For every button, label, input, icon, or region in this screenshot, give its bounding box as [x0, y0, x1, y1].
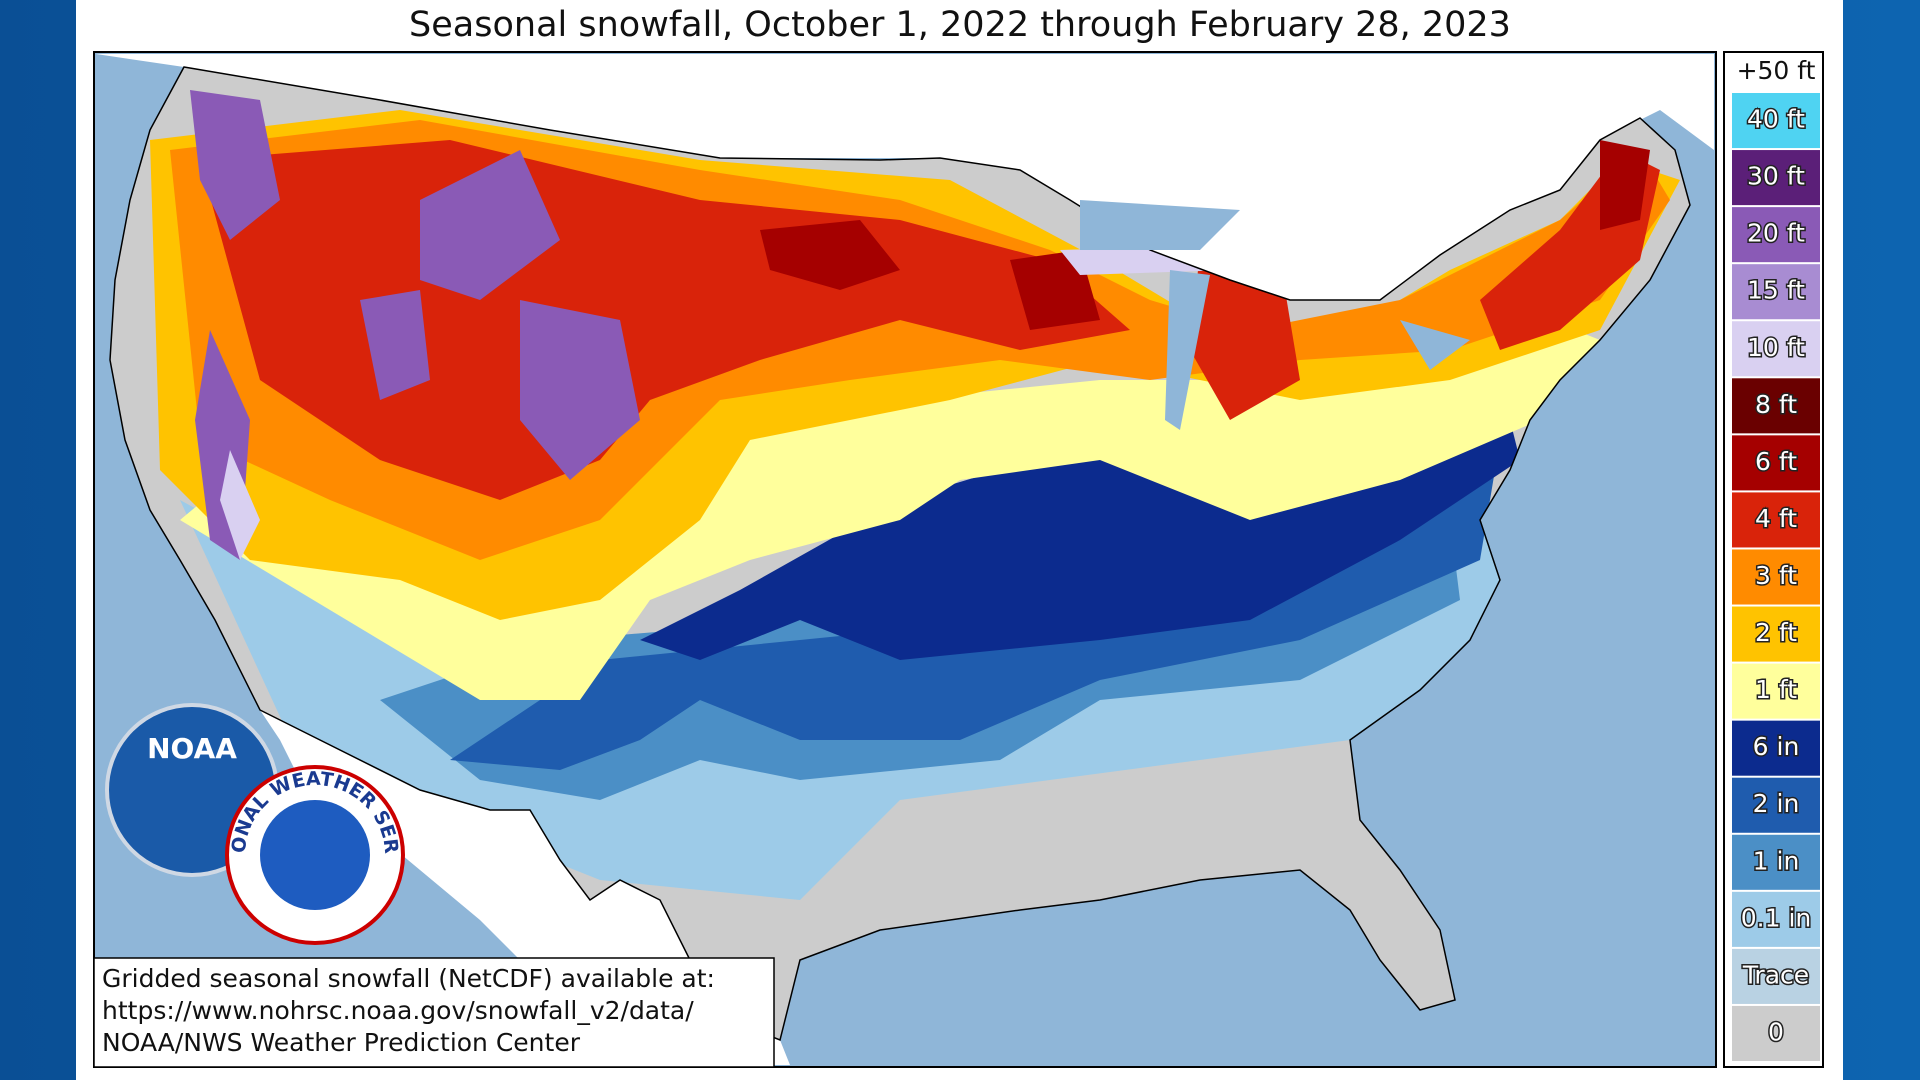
footnote-line: https://www.nohrsc.noaa.gov/snowfall_v2/…	[102, 996, 694, 1025]
legend-swatch	[1732, 777, 1820, 833]
legend-swatch	[1732, 378, 1820, 434]
legend-label: 0.1 in	[1741, 903, 1812, 932]
legend-label: 15 ft	[1747, 276, 1805, 305]
canada	[96, 54, 1714, 300]
legend-swatch	[1732, 93, 1820, 149]
legend-swatch	[1732, 1005, 1820, 1061]
legend-swatch	[1732, 891, 1820, 947]
legend-swatch	[1732, 948, 1820, 1004]
legend-swatch	[1732, 492, 1820, 548]
legend-label: 20 ft	[1747, 219, 1805, 248]
legend-swatch	[1732, 549, 1820, 605]
legend-label: 0	[1768, 1017, 1784, 1046]
legend-label: 1 in	[1753, 846, 1800, 875]
noaa-text: NOAA	[147, 732, 237, 765]
legend-label: 8 ft	[1755, 390, 1797, 419]
legend-label: 10 ft	[1747, 333, 1805, 362]
legend-swatch	[1732, 834, 1820, 890]
legend-label: 3 ft	[1755, 561, 1797, 590]
legend-swatch	[1732, 720, 1820, 776]
legend-swatch	[1732, 606, 1820, 662]
legend-swatch	[1732, 150, 1820, 206]
legend-top-label: +50 ft	[1737, 56, 1816, 85]
footnote-box	[93, 957, 775, 1068]
footnote: Gridded seasonal snowfall (NetCDF) avail…	[93, 957, 775, 1068]
title: Seasonal snowfall, October 1, 2022 throu…	[409, 5, 1511, 45]
legend: +50 ft 40 ft 30 ft 20 ft 15 ft 10 ft 8 ft 6 ft…	[1723, 51, 1824, 1068]
legend-label: 2 ft	[1755, 618, 1797, 647]
legend-swatch	[1732, 207, 1820, 263]
snowfall	[110, 67, 1690, 1040]
legend-label: 1 ft	[1755, 675, 1797, 704]
legend-label: 4 ft	[1755, 504, 1797, 533]
legend-label: 40 ft	[1747, 105, 1805, 134]
nws-center	[260, 800, 370, 910]
legend-label: 6 ft	[1755, 447, 1797, 476]
legend-swatch	[1732, 435, 1820, 491]
great-lakes	[1080, 200, 1470, 430]
legend-label: Trace	[1742, 960, 1809, 989]
footnote-line: NOAA/NWS Weather Prediction Center	[102, 1028, 581, 1057]
footnote-line: Gridded seasonal snowfall (NetCDF) avail…	[102, 964, 715, 993]
legend-label: 2 in	[1753, 789, 1800, 818]
legend-label: 30 ft	[1747, 162, 1805, 191]
legend-swatch	[1732, 264, 1820, 320]
legend-swatch	[1732, 321, 1820, 377]
legend-label: 6 in	[1753, 732, 1800, 761]
legend-swatch	[1732, 663, 1820, 719]
map	[93, 51, 1717, 1068]
